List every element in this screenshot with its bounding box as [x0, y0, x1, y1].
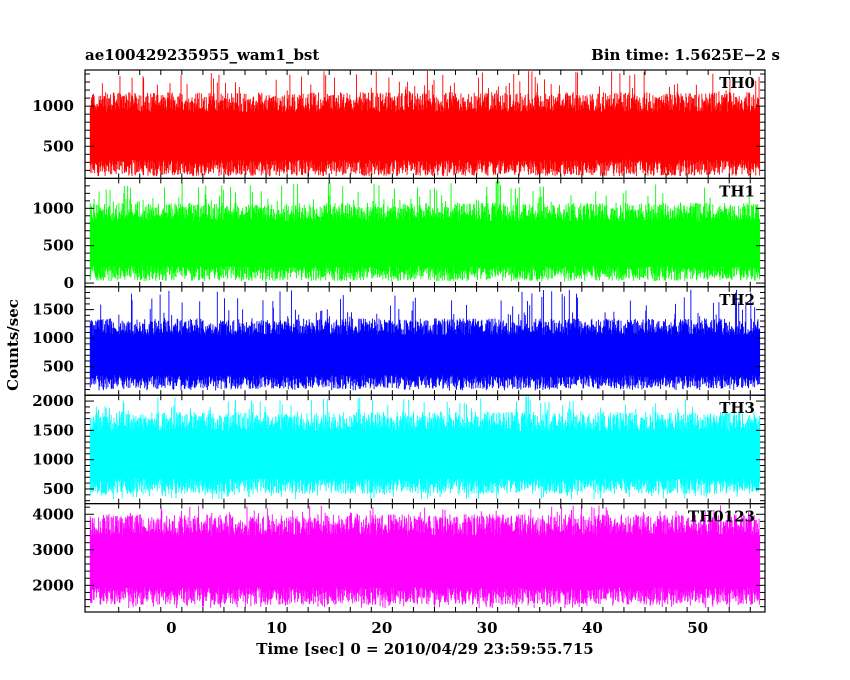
x-tick-label: 10	[266, 619, 287, 637]
y-tick-label: 4000	[32, 505, 74, 523]
y-tick-label: 1000	[32, 97, 74, 115]
x-tick-label: 50	[687, 619, 708, 637]
x-axis-title: Time [sec] 0 = 2010/04/29 23:59:55.715	[256, 640, 593, 658]
x-tick-label: 0	[166, 619, 176, 637]
y-tick-label: 2000	[32, 576, 74, 594]
y-tick-label: 1000	[32, 329, 74, 347]
y-tick-label: 2000	[32, 392, 74, 410]
x-tick-label: 20	[371, 619, 392, 637]
panel-label: TH1	[719, 182, 755, 200]
series-trace-th2	[89, 289, 761, 391]
y-tick-label: 1000	[32, 451, 74, 469]
y-tick-label: 0	[64, 274, 74, 292]
x-tick-label: 30	[477, 619, 498, 637]
panel-th0123: 2000 3000 4000 TH0123	[32, 503, 766, 613]
y-tick-label: 1500	[32, 301, 74, 319]
panel-th0: 500 1000 TH0	[32, 69, 766, 180]
y-tick-label: 500	[43, 358, 74, 376]
panel-label: TH0	[719, 74, 755, 92]
panel-frame	[84, 503, 766, 613]
y-tick-label: 1500	[32, 421, 74, 439]
panel-th3: 500 1000 1500 2000 TH3	[32, 392, 766, 505]
panel-th2: 500 1000 1500 TH2	[32, 286, 766, 396]
x-tick-label: 40	[582, 619, 603, 637]
panels: 500 1000 TH0 0 500 1000 TH1 500 1000 1500 TH2 500 10…	[32, 69, 766, 613]
figure-title: ae100429235955_wam1_bst	[85, 46, 319, 64]
y-tick-label: 500	[43, 237, 74, 255]
bin-time-label: Bin time: 1.5625E−2 s	[591, 46, 780, 64]
series-trace-th0123	[89, 505, 761, 609]
y-axis-title: Counts/sec	[4, 299, 22, 391]
series-trace-th1	[89, 180, 761, 282]
x-axis: 0 10 20 30 40 50	[166, 619, 708, 637]
panel-label: TH0123	[688, 508, 755, 526]
series-trace-th0	[89, 71, 761, 177]
y-tick-label: 500	[43, 480, 74, 498]
series-trace-th3	[89, 396, 761, 500]
panel-label: TH3	[719, 399, 755, 417]
panel-th1: 0 500 1000 TH1	[32, 177, 766, 292]
panel-label: TH2	[719, 291, 755, 309]
y-tick-label: 3000	[32, 541, 74, 559]
y-tick-label: 1000	[32, 199, 74, 217]
y-tick-label: 500	[43, 137, 74, 155]
